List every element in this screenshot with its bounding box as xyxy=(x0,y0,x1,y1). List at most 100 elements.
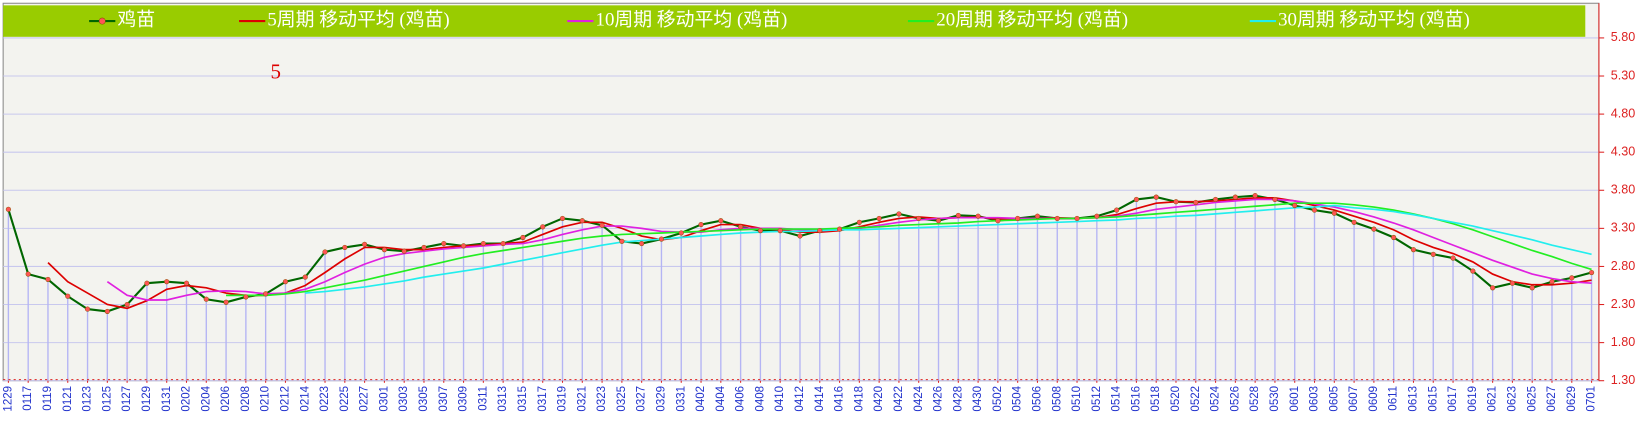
point xyxy=(381,247,387,253)
x-tick-label: 0327 xyxy=(636,386,648,412)
legend: 鸡苗 5周期 移动平均 (鸡苗) 10周期 移动平均 (鸡苗) 20周期 移动平均 (… xyxy=(89,8,1470,30)
annotation: 5 xyxy=(271,59,281,83)
point xyxy=(817,228,823,234)
x-tick-label: 0301 xyxy=(378,386,390,412)
point xyxy=(25,271,31,277)
x-tick-label: 0629 xyxy=(1566,386,1578,412)
point xyxy=(460,243,467,249)
point xyxy=(1272,196,1278,202)
x-tick-label: 0428 xyxy=(952,386,964,412)
x-tick-label: 0615 xyxy=(1427,386,1439,412)
point xyxy=(5,206,11,212)
x-tick-label: 0518 xyxy=(1150,386,1162,412)
x-tick-label: 0225 xyxy=(339,386,351,412)
point xyxy=(1153,194,1159,200)
point xyxy=(263,291,269,297)
point xyxy=(144,280,150,286)
x-tick-label: 0516 xyxy=(1130,386,1142,412)
x-tick-label: 0524 xyxy=(1210,385,1222,411)
x-tick-label: 0121 xyxy=(62,386,74,412)
x-tick-label: 0424 xyxy=(913,385,925,411)
point xyxy=(1114,207,1120,213)
point xyxy=(1015,215,1021,222)
x-tick-label: 0223 xyxy=(319,386,331,412)
x-tick-label: 0627 xyxy=(1546,386,1558,412)
x-tick-label: 0522 xyxy=(1190,386,1202,412)
x-tick-label: 0416 xyxy=(834,386,846,412)
point xyxy=(104,308,110,314)
x-tick-label: 0313 xyxy=(497,386,509,412)
point xyxy=(975,213,981,219)
x-tick-label: 0609 xyxy=(1368,386,1380,412)
x-tick-label: 0617 xyxy=(1447,386,1459,412)
y-tick-label: 1.80 xyxy=(1611,335,1635,349)
point xyxy=(757,228,763,234)
x-tick-label: 0430 xyxy=(972,386,984,412)
point xyxy=(1371,226,1377,232)
x-tick-label: 0208 xyxy=(240,386,252,412)
point xyxy=(183,280,190,286)
x-tick-label: 0410 xyxy=(774,386,786,412)
point xyxy=(1173,199,1179,205)
point xyxy=(1311,207,1318,213)
x-tick-label: 0613 xyxy=(1408,386,1420,412)
x-tick-label: 0406 xyxy=(735,386,747,412)
x-tick-label: 0319 xyxy=(557,386,569,412)
point xyxy=(599,222,605,228)
x-tick-label: 0212 xyxy=(279,386,291,412)
point xyxy=(1529,285,1535,291)
point xyxy=(896,211,902,217)
x-tick-label: 0623 xyxy=(1506,386,1518,412)
point xyxy=(1094,213,1100,219)
y-tick-label: 1.30 xyxy=(1611,373,1635,387)
point xyxy=(480,241,486,247)
point xyxy=(45,276,51,282)
x-tick-label: 0526 xyxy=(1229,386,1241,412)
x-tick-label: 1229 xyxy=(2,386,14,412)
point xyxy=(1450,255,1456,261)
point xyxy=(500,241,506,247)
x-tick-label: 0307 xyxy=(438,386,450,412)
point xyxy=(302,274,308,280)
point xyxy=(718,218,724,224)
point xyxy=(1470,268,1476,274)
x-tick-label: 0129 xyxy=(141,386,153,412)
point xyxy=(777,228,783,234)
x-tick-label: 0227 xyxy=(359,386,371,412)
x-tick-label: 0309 xyxy=(458,386,470,412)
point xyxy=(362,241,368,247)
x-tick-label: 0426 xyxy=(933,386,945,412)
legend-label: 鸡苗 xyxy=(117,8,155,30)
point xyxy=(1430,251,1436,257)
point xyxy=(65,293,71,299)
x-tick-label: 0412 xyxy=(794,386,806,412)
point xyxy=(916,215,922,222)
x-tick-label: 0619 xyxy=(1467,386,1479,412)
x-tick-label: 0621 xyxy=(1487,386,1499,412)
point xyxy=(935,218,942,224)
x-tick-label: 0331 xyxy=(675,386,687,412)
point xyxy=(559,215,566,222)
x-tick-label: 0303 xyxy=(398,386,410,412)
y-tick-label: 5.80 xyxy=(1611,30,1635,44)
x-tick-label: 0603 xyxy=(1309,386,1321,412)
x-tick-label: 0701 xyxy=(1586,386,1598,412)
grid xyxy=(3,37,1605,383)
point xyxy=(836,226,843,232)
x-tick-label: 0204 xyxy=(200,385,212,411)
point xyxy=(203,296,209,302)
x-tick-label: 0329 xyxy=(656,386,668,412)
point xyxy=(738,224,744,230)
point xyxy=(1331,210,1337,216)
x-tick-label: 0504 xyxy=(1012,385,1024,411)
x-tick-label: 0611 xyxy=(1388,386,1400,411)
point xyxy=(243,294,249,300)
x-tick-label: 0206 xyxy=(220,386,232,412)
y-tick-label: 3.80 xyxy=(1611,183,1635,197)
series-line xyxy=(226,202,1592,297)
point xyxy=(223,299,229,305)
point xyxy=(1133,196,1139,202)
point xyxy=(1074,215,1080,222)
point xyxy=(1391,234,1397,241)
